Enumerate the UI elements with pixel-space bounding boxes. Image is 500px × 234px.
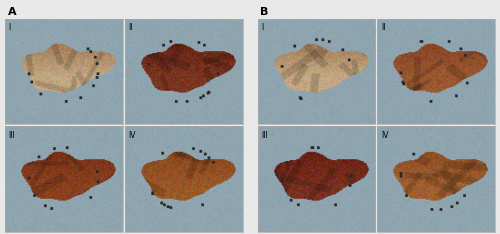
Text: IV: IV	[381, 131, 388, 139]
Text: II: II	[128, 23, 133, 32]
Text: I: I	[261, 23, 264, 32]
Text: III: III	[261, 131, 268, 139]
Text: I: I	[8, 23, 11, 32]
Text: A: A	[8, 7, 16, 17]
Text: IV: IV	[128, 131, 136, 139]
Text: II: II	[381, 23, 386, 32]
Text: III: III	[8, 131, 16, 139]
Text: B: B	[260, 7, 268, 17]
